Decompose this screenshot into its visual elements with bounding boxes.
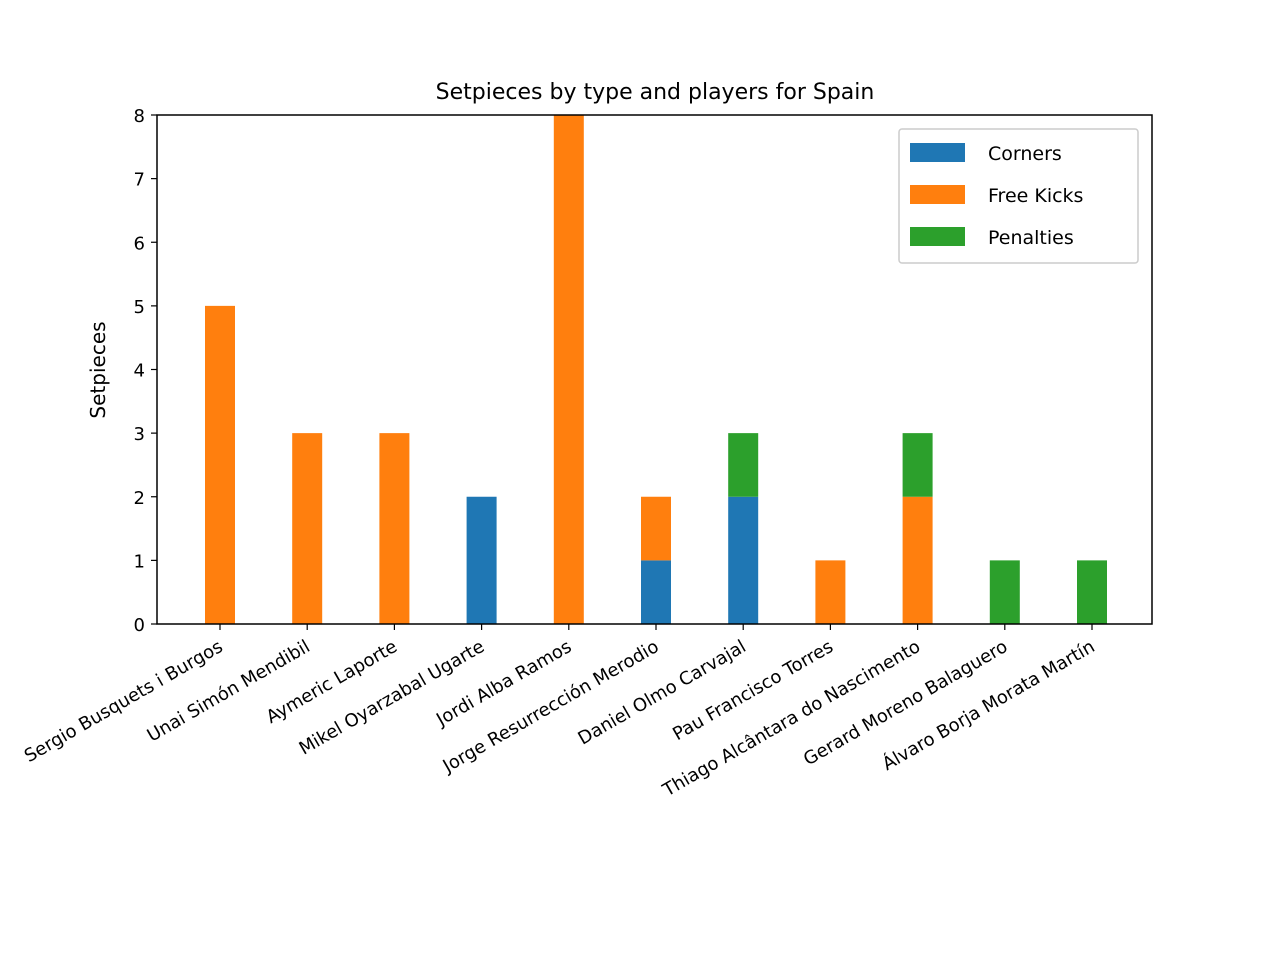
bar-penalties-8 bbox=[902, 433, 933, 497]
legend-label: Penalties bbox=[988, 227, 1074, 249]
bar-free-kicks-0 bbox=[205, 305, 235, 624]
legend-swatch-corners bbox=[910, 143, 965, 162]
y-tick-label: 4 bbox=[134, 361, 145, 382]
bar-corners-5 bbox=[641, 560, 671, 624]
bar-penalties-10 bbox=[1077, 560, 1107, 624]
bar-penalties-9 bbox=[989, 560, 1020, 624]
y-axis-label: Setpieces bbox=[86, 321, 110, 418]
bar-corners-6 bbox=[728, 496, 759, 624]
y-tick-label: 1 bbox=[134, 551, 145, 572]
legend-swatch-free-kicks bbox=[910, 185, 965, 204]
bar-free-kicks-7 bbox=[815, 560, 846, 624]
legend-swatch-penalties bbox=[910, 227, 965, 246]
y-tick-label: 7 bbox=[134, 170, 145, 191]
x-tick-label: Unai Simón Mendibil bbox=[144, 636, 314, 746]
x-tick-label: Daniel Olmo Carvajal bbox=[574, 636, 749, 749]
y-tick-label: 8 bbox=[134, 106, 145, 127]
y-tick-label: 2 bbox=[134, 488, 145, 509]
y-tick-label: 6 bbox=[134, 233, 145, 254]
plot-frame bbox=[156, 114, 1153, 625]
bar-penalties-6 bbox=[728, 433, 759, 497]
bars-group bbox=[205, 115, 1107, 624]
bar-free-kicks-5 bbox=[641, 496, 671, 561]
y-tick-label: 3 bbox=[134, 424, 145, 445]
bar-corners-3 bbox=[466, 496, 497, 624]
bar-free-kicks-1 bbox=[292, 433, 323, 624]
chart-title: Setpieces by type and players for Spain bbox=[436, 80, 875, 105]
bar-free-kicks-4 bbox=[553, 115, 584, 624]
y-tick-label: 0 bbox=[134, 615, 145, 636]
y-tick-label: 5 bbox=[134, 297, 145, 318]
y-axis: 0 1 2 3 4 5 6 7 8 bbox=[134, 106, 157, 636]
bar-free-kicks-8 bbox=[902, 496, 933, 624]
legend: Corners Free Kicks Penalties bbox=[898, 128, 1139, 264]
bar-free-kicks-2 bbox=[379, 433, 410, 624]
legend-label: Corners bbox=[988, 143, 1062, 165]
legend-label: Free Kicks bbox=[988, 185, 1083, 207]
